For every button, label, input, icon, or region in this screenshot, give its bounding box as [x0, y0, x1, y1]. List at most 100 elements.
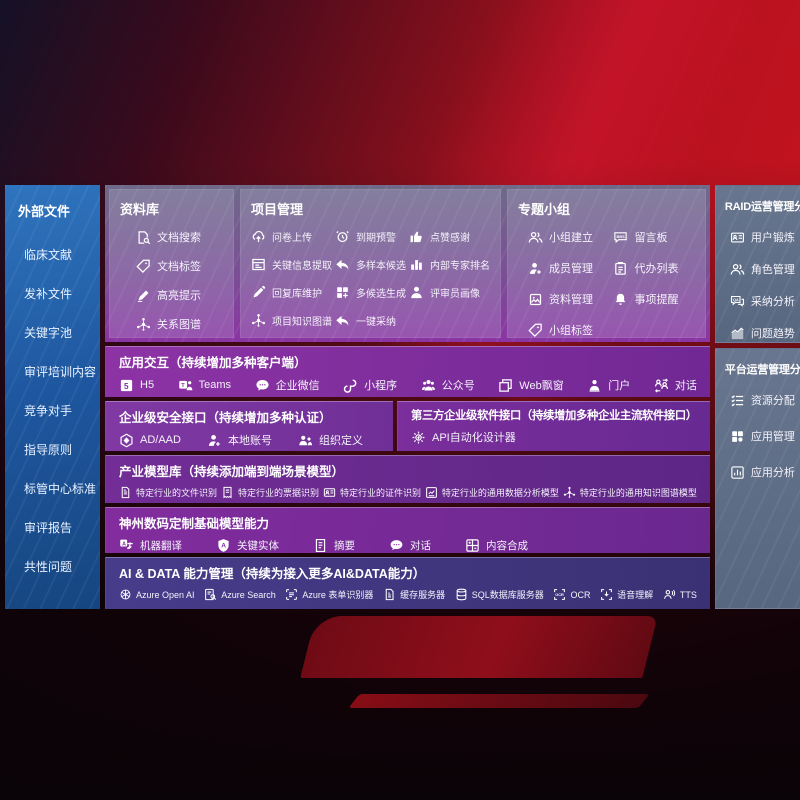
- feature-item[interactable]: 高亮提示: [136, 287, 223, 303]
- feature-item[interactable]: 多样本候选: [335, 257, 406, 272]
- feature-label: 文档搜索: [157, 232, 201, 244]
- sidebar-item[interactable]: 竞争对手: [24, 402, 96, 419]
- feature-item[interactable]: 特定行业的票据识别: [221, 486, 319, 499]
- feature-label: 应用分析: [750, 467, 795, 479]
- feature-item[interactable]: 点赞感谢: [409, 229, 490, 244]
- feature-item[interactable]: 对话: [389, 538, 431, 553]
- feature-item[interactable]: Azure Search: [204, 588, 276, 601]
- feature-item[interactable]: 到期预警: [335, 229, 406, 244]
- feature-label: 对话: [674, 380, 697, 392]
- feature-label: Azure 表单识别器: [302, 590, 374, 600]
- feature-item[interactable]: 特定行业的通用数据分析模型: [425, 486, 559, 499]
- sidebar-item[interactable]: 审评报告: [24, 519, 96, 536]
- feature-label: 一键采纳: [356, 317, 396, 328]
- feature-item[interactable]: TTS: [663, 588, 697, 601]
- feature-label: 特定行业的票据识别: [237, 488, 319, 498]
- feature-label: 资料管理: [549, 294, 593, 306]
- sidebar-item[interactable]: 审评培训内容: [24, 363, 96, 380]
- feature-item[interactable]: 缓存服务器: [383, 588, 445, 601]
- feature-item[interactable]: Azure 表单识别器: [285, 588, 373, 601]
- org-people-icon: [298, 433, 313, 448]
- feature-item[interactable]: 文档搜索: [136, 229, 223, 245]
- feature-item[interactable]: 一键采纳: [335, 313, 406, 328]
- sidebar-item[interactable]: 指导原则: [24, 441, 96, 458]
- speech-icon: [600, 588, 613, 601]
- feature-item[interactable]: 事项提醒: [613, 291, 694, 307]
- feature-item[interactable]: 组织定义: [298, 432, 363, 448]
- feature-label: 用户锻炼: [750, 232, 795, 244]
- feature-item[interactable]: 问题趋势: [730, 325, 800, 341]
- ad-shield-icon: [119, 433, 134, 448]
- platform-panel-title: 平台运营管理分析: [724, 364, 800, 376]
- feature-item[interactable]: 小组建立: [528, 229, 609, 245]
- feature-item[interactable]: AD/AAD: [119, 433, 181, 448]
- feature-item[interactable]: 资料管理: [528, 291, 609, 307]
- feature-item[interactable]: T Teams: [178, 378, 231, 393]
- feature-item[interactable]: 用户锻炼: [730, 229, 800, 245]
- sidebar-item[interactable]: 临床文献: [24, 246, 96, 263]
- feature-item[interactable]: 小组标签: [528, 322, 609, 338]
- feature-item[interactable]: SQL数据库服务器: [455, 588, 544, 601]
- feature-label: 语音理解: [617, 590, 654, 600]
- industry-model-items: 特定行业的文件识别 特定行业的票据识别 特定行业的证件识别: [119, 486, 697, 499]
- feature-item[interactable]: 门户: [587, 377, 630, 393]
- feature-item[interactable]: 对话: [654, 377, 697, 393]
- feature-item[interactable]: 资源分配: [730, 392, 800, 408]
- feature-item[interactable]: 评审员画像: [409, 285, 490, 300]
- feature-item[interactable]: 内部专家排名: [409, 257, 490, 272]
- checklist-icon: [730, 393, 745, 408]
- feature-item[interactable]: 语音理解: [600, 588, 653, 601]
- sidebar-item[interactable]: 共性问题: [24, 558, 96, 575]
- feature-item[interactable]: 关键信息提取: [251, 257, 332, 272]
- feature-item[interactable]: 5 H5: [119, 378, 154, 393]
- library-panel-items: 文档搜索 文档标签 高亮提示: [120, 229, 223, 342]
- feature-item[interactable]: 企业微信: [255, 377, 320, 393]
- feature-item[interactable]: 特定行业的证件识别: [323, 486, 421, 499]
- feature-item[interactable]: A 机器翻译: [119, 538, 182, 553]
- cache-server-icon: [383, 588, 396, 601]
- feature-item[interactable]: 应用管理: [730, 428, 800, 444]
- thumbs-up-icon: [409, 229, 424, 244]
- feature-item[interactable]: 代办列表: [613, 260, 694, 276]
- feature-item[interactable]: 内容合成: [465, 538, 528, 553]
- feature-item[interactable]: QA 采纳分析: [730, 293, 800, 309]
- feature-item[interactable]: 项目知识图谱: [251, 313, 332, 328]
- feature-item[interactable]: 本地账号: [207, 432, 272, 448]
- trend-chart-icon: [730, 326, 745, 341]
- app-analysis-icon: [730, 465, 745, 480]
- app-interaction-items: 5 H5 T Teams 企业微信: [119, 377, 697, 393]
- feature-item[interactable]: 特定行业的文件识别: [119, 486, 217, 499]
- svg-text:OCR: OCR: [556, 593, 565, 597]
- feature-item[interactable]: BBS 留言板: [613, 229, 694, 245]
- feature-item[interactable]: 角色管理: [730, 261, 800, 277]
- feature-label: TTS: [679, 589, 697, 600]
- feature-item[interactable]: 成员管理: [528, 260, 609, 276]
- feature-item[interactable]: 摘要: [313, 538, 355, 553]
- app-interaction-band: 应用交互（持续增加多种客户端） 5 H5 T Teams: [105, 346, 710, 397]
- external-files-title: 外部文件: [18, 204, 71, 219]
- sidebar-item[interactable]: 发补文件: [24, 285, 96, 302]
- id-card-icon: [730, 230, 745, 245]
- feature-item[interactable]: 多候选生成: [335, 285, 406, 300]
- pen-icon: [251, 285, 266, 300]
- feature-item[interactable]: API自动化设计器: [411, 429, 516, 445]
- feature-item[interactable]: 问卷上传: [251, 229, 332, 244]
- feature-item[interactable]: 回复库维护: [251, 285, 332, 300]
- feature-label: 点赞感谢: [430, 233, 470, 244]
- feature-item[interactable]: Web飘窗: [498, 377, 564, 393]
- feature-item[interactable]: 小程序: [343, 377, 397, 393]
- feature-item[interactable]: 特定行业的通用知识图谱模型: [563, 486, 697, 499]
- feature-label: 特定行业的通用知识图谱模型: [579, 488, 697, 498]
- feature-item[interactable]: 文档标签: [136, 258, 223, 274]
- feature-item[interactable]: 应用分析: [730, 464, 800, 480]
- feature-item[interactable]: A 关键实体: [216, 538, 279, 553]
- feature-item[interactable]: OCR OCR: [553, 588, 590, 601]
- sidebar-item[interactable]: 标管中心标准: [24, 480, 96, 497]
- feature-item[interactable]: Azure Open AI: [119, 588, 195, 601]
- translate-icon: A: [119, 538, 134, 553]
- sidebar-item[interactable]: 关键字池: [24, 324, 96, 341]
- feature-label: SQL数据库服务器: [471, 590, 544, 600]
- feature-item[interactable]: 公众号: [421, 377, 475, 393]
- feature-item[interactable]: 关系图谱: [136, 316, 223, 332]
- library-panel: 资料库 文档搜索 文档标签: [109, 189, 234, 338]
